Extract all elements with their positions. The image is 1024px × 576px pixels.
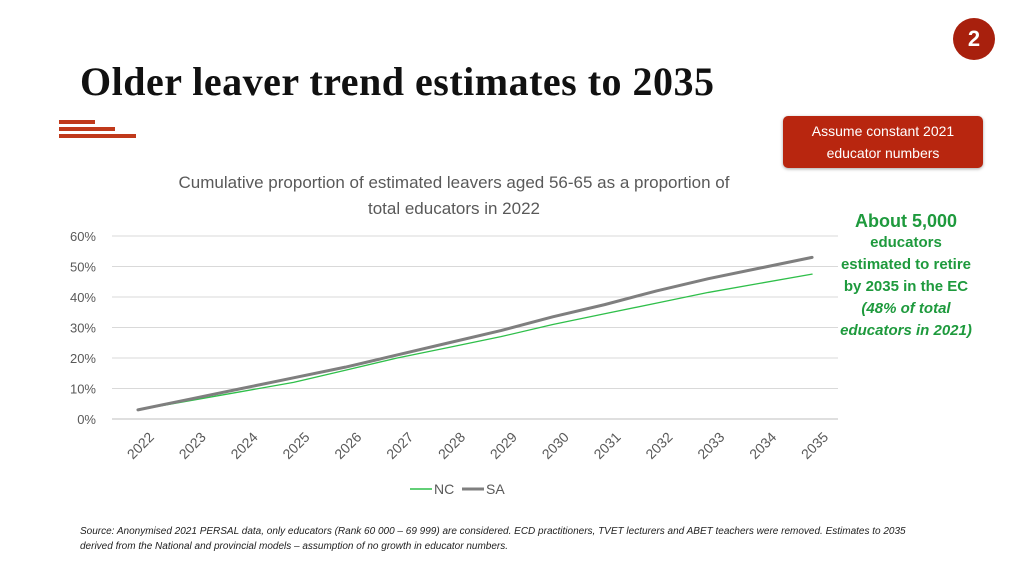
retire-text: estimated to retire xyxy=(840,256,972,273)
x-tick-label: 2025 xyxy=(279,429,312,462)
retire-count: About 5,000 xyxy=(854,211,958,231)
page-number-badge: 2 xyxy=(953,18,995,60)
chart-title-line: total educators in 2022 xyxy=(367,199,540,218)
x-tick-label: 2022 xyxy=(124,429,157,462)
assumption-callout: Assume constant 2021 educator numbers xyxy=(783,116,983,168)
x-tick-label: 2028 xyxy=(435,429,468,462)
x-tick-label: 2034 xyxy=(746,429,779,462)
retire-text: by 2035 in the EC xyxy=(843,278,969,295)
decorative-bars xyxy=(59,120,136,141)
x-tick-label: 2031 xyxy=(590,429,623,462)
series-line-sa xyxy=(136,255,814,412)
x-tick-label: 2033 xyxy=(694,429,727,462)
x-tick-label: 2026 xyxy=(331,429,364,462)
source-note: Source: Anonymised 2021 PERSAL data, onl… xyxy=(80,524,980,554)
decorative-bar xyxy=(59,134,136,138)
y-tick-label: 10% xyxy=(70,382,96,397)
y-tick-label: 50% xyxy=(70,260,96,275)
decorative-bar xyxy=(59,120,95,124)
x-tick-label: 2023 xyxy=(176,429,209,462)
series-line-nc xyxy=(137,273,813,411)
y-tick-label: 30% xyxy=(70,321,96,336)
x-tick-label: 2030 xyxy=(539,429,572,462)
x-tick-label: 2024 xyxy=(227,429,260,462)
y-tick-label: 40% xyxy=(70,290,96,305)
x-tick-label: 2029 xyxy=(487,429,520,462)
retire-percent: educators in 2021) xyxy=(840,322,972,339)
chart-title-line: Cumulative proportion of estimated leave… xyxy=(178,173,730,192)
decorative-bar xyxy=(59,127,115,131)
source-line: derived from the National and provincial… xyxy=(80,541,509,552)
x-tick-label: 2027 xyxy=(383,429,416,462)
source-line: Source: Anonymised 2021 PERSAL data, onl… xyxy=(80,526,906,537)
callout-line: Assume constant 2021 xyxy=(811,123,955,139)
retire-text: educators xyxy=(870,234,942,251)
retirement-highlight: About 5,000 educators estimated to retir… xyxy=(826,210,986,342)
retire-percent: (48% of total xyxy=(861,300,951,317)
y-tick-label: 0% xyxy=(77,412,96,427)
chart-title: Cumulative proportion of estimated leave… xyxy=(124,170,784,222)
legend-label-sa: SA xyxy=(486,481,505,497)
legend-label-nc: NC xyxy=(434,481,454,497)
y-tick-label: 20% xyxy=(70,351,96,366)
page-title: Older leaver trend estimates to 2035 xyxy=(80,59,715,104)
x-tick-label: 2032 xyxy=(642,429,675,462)
callout-line: educator numbers xyxy=(826,145,940,161)
x-tick-label: 2035 xyxy=(798,429,831,462)
y-tick-label: 60% xyxy=(70,229,96,244)
